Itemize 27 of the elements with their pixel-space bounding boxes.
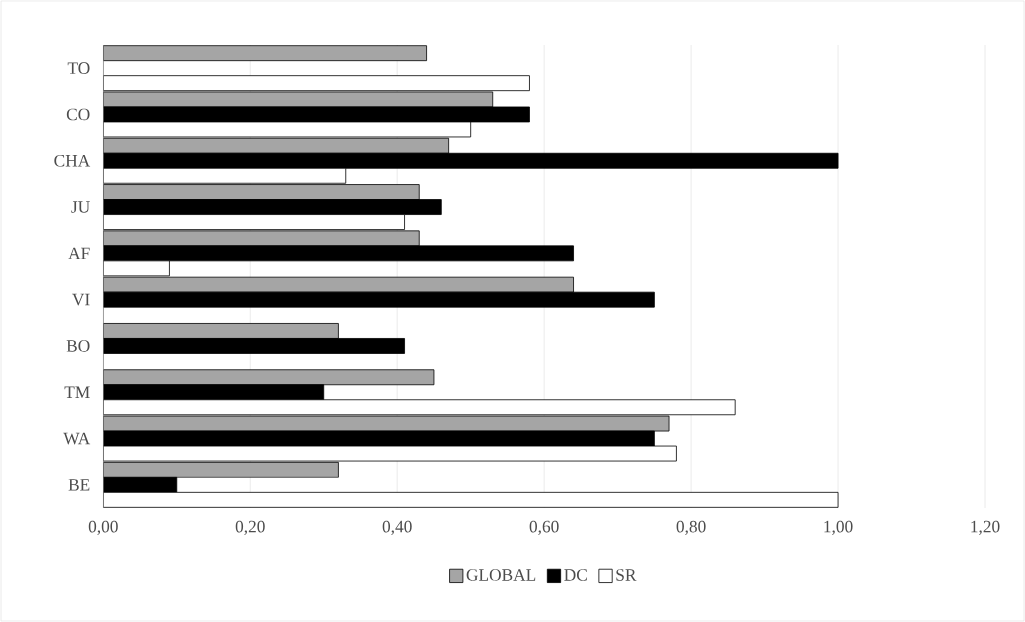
y-tick-label: BE <box>68 479 90 491</box>
bar <box>103 137 450 154</box>
x-tick-label: 0,40 <box>382 520 412 535</box>
x-tick-label: 0,80 <box>676 520 706 535</box>
y-tick-label: WA <box>63 432 91 445</box>
bar <box>103 276 574 293</box>
legend-label: SR <box>616 569 637 581</box>
y-tick-label: AF <box>68 247 90 260</box>
bar <box>103 461 339 478</box>
x-tick-label: 0,00 <box>88 520 118 535</box>
y-tick-label: JU <box>71 201 90 213</box>
y-tick-label: VI <box>72 293 90 306</box>
x-tick-label: 0,60 <box>529 520 559 535</box>
y-tick-label: CO <box>66 108 90 121</box>
legend-label: DC <box>564 569 587 581</box>
bar <box>103 45 427 62</box>
bar <box>103 369 435 386</box>
y-tick-label: CHA <box>54 154 91 167</box>
bar <box>103 323 339 339</box>
x-tick-label: 1,00 <box>824 520 853 535</box>
x-tick-label: 1,20 <box>971 520 1000 535</box>
y-tick-label: TM <box>64 386 90 398</box>
y-tick-label: TO <box>67 62 90 74</box>
y-tick-label: BO <box>66 340 90 352</box>
legend-label: GLOBAL <box>466 569 536 581</box>
bar <box>103 184 420 200</box>
x-tick-label: 0,20 <box>235 520 265 535</box>
